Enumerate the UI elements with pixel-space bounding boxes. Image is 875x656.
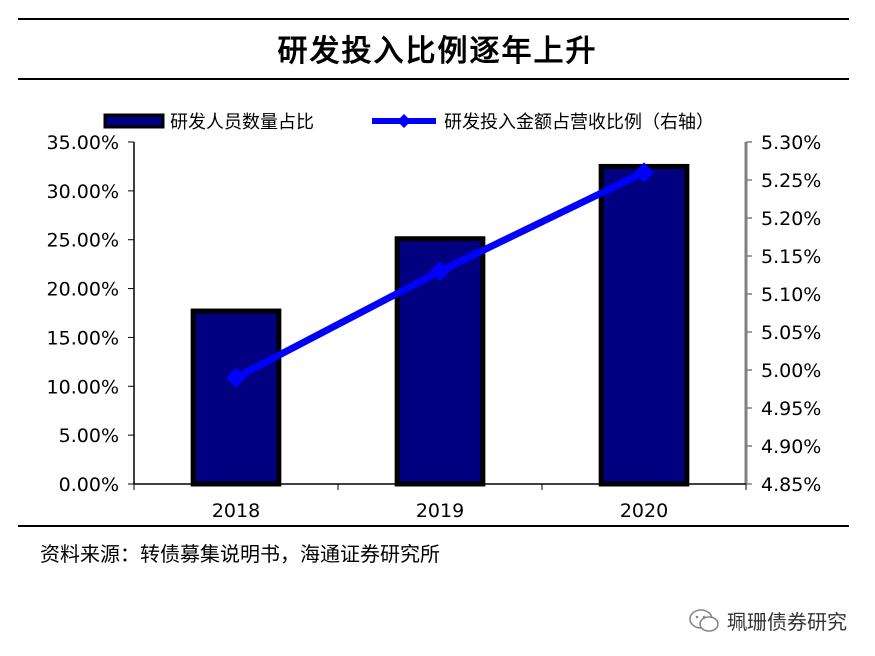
left-axis: 35.00% 30.00% 25.00% 20.00% 15.00% 10.00% 5.00… bbox=[47, 132, 135, 496]
bar bbox=[598, 163, 690, 487]
left-tick-label: 15.00% bbox=[47, 327, 119, 349]
right-tick-label: 5.20% bbox=[761, 208, 821, 230]
right-tick-label: 5.00% bbox=[761, 360, 821, 382]
wechat-icon bbox=[689, 608, 719, 632]
legend-line-label: 研发投入金额占营收比例（右轴） bbox=[444, 112, 714, 133]
top-rule bbox=[18, 18, 849, 20]
bar bbox=[190, 308, 282, 487]
right-tick-label: 4.90% bbox=[761, 436, 821, 458]
bottom-rule bbox=[18, 525, 849, 527]
watermark: 珮珊债券研究 bbox=[689, 606, 847, 635]
right-tick-label: 5.30% bbox=[761, 132, 821, 154]
x-axis: 2018 2019 2020 bbox=[133, 483, 747, 522]
left-tick-label: 25.00% bbox=[47, 230, 119, 252]
x-tick-label: 2018 bbox=[212, 500, 260, 522]
right-tick-label: 5.05% bbox=[761, 322, 821, 344]
right-tick-label: 4.85% bbox=[761, 474, 821, 496]
line-point bbox=[634, 162, 654, 183]
right-tick-label: 4.95% bbox=[761, 398, 821, 420]
legend-line-marker bbox=[397, 114, 411, 128]
chart: 研发人员数量占比 研发投入金额占营收比例（右轴） 35.00% 30.00% 25.… bbox=[47, 112, 822, 522]
right-tick-label: 5.15% bbox=[761, 246, 821, 268]
left-tick-label: 35.00% bbox=[47, 132, 119, 154]
legend-bar-swatch bbox=[103, 113, 165, 129]
x-tick-label: 2020 bbox=[620, 500, 668, 522]
watermark-text: 珮珊债券研究 bbox=[727, 610, 847, 634]
chart-title: 研发投入比例逐年上升 bbox=[277, 34, 598, 69]
title-rule bbox=[18, 78, 849, 80]
source-note: 资料来源：转债募集说明书，海通证券研究所 bbox=[40, 542, 440, 566]
left-tick-label: 10.00% bbox=[47, 376, 119, 398]
line-series bbox=[226, 162, 654, 388]
right-tick-label: 5.25% bbox=[761, 170, 821, 192]
left-tick-label: 20.00% bbox=[47, 279, 119, 301]
legend: 研发人员数量占比 研发投入金额占营收比例（右轴） bbox=[103, 112, 714, 133]
bars bbox=[190, 163, 690, 487]
left-tick-label: 30.00% bbox=[47, 181, 119, 203]
right-tick-label: 5.10% bbox=[761, 284, 821, 306]
right-axis: 5.30% 5.25% 5.20% 5.15% 5.10% 5.05% 5.00% 4.95%… bbox=[744, 132, 821, 496]
line-point bbox=[430, 261, 450, 282]
legend-bar-label: 研发人员数量占比 bbox=[170, 112, 314, 133]
left-tick-label: 0.00% bbox=[59, 474, 119, 496]
x-tick-label: 2019 bbox=[416, 500, 464, 522]
left-tick-label: 5.00% bbox=[59, 425, 119, 447]
line-point bbox=[226, 367, 246, 388]
